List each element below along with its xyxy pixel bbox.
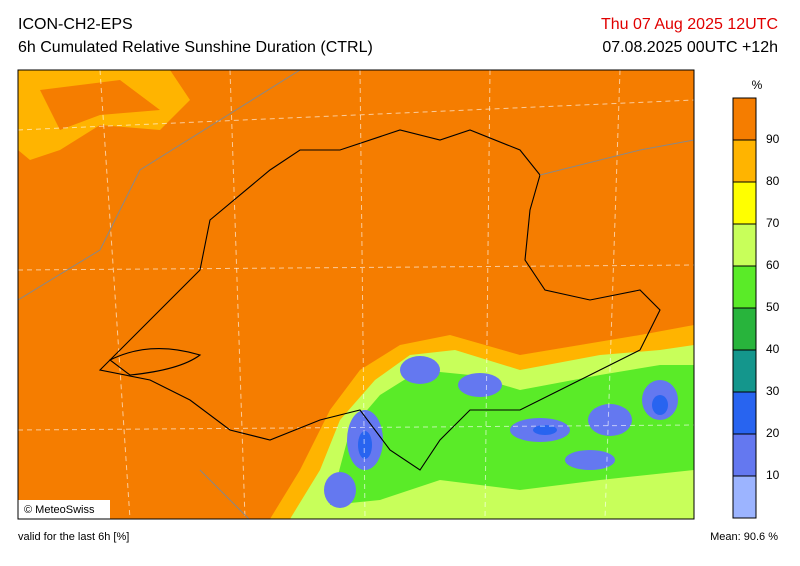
map-frame bbox=[17, 69, 695, 520]
colorbar-bin bbox=[733, 392, 756, 434]
colorbar-tick-label: 70 bbox=[766, 216, 780, 230]
colorbar-bin bbox=[733, 224, 756, 266]
colorbar-tick-label: 20 bbox=[766, 426, 780, 440]
colorbar-bin bbox=[733, 266, 756, 308]
map-field bbox=[40, 80, 160, 130]
map-field-cloud bbox=[330, 365, 694, 505]
colorbar-bin bbox=[733, 476, 756, 518]
colorbar-bin bbox=[733, 350, 756, 392]
colorbar-tick-label: 40 bbox=[766, 342, 780, 356]
colorbar-bin bbox=[733, 434, 756, 476]
credit-box bbox=[18, 500, 110, 519]
title: 6h Cumulated Relative Sunshine Duration … bbox=[18, 39, 373, 56]
run-time: 07.08.2025 00UTC +12h bbox=[602, 39, 778, 56]
colorbar: % 10 20 30 40 50 60 70 80 90 bbox=[732, 78, 780, 519]
colorbar-bin bbox=[733, 182, 756, 224]
admin-border bbox=[18, 70, 694, 519]
colorbar-unit: % bbox=[752, 78, 763, 92]
colorbar-tick-label: 10 bbox=[766, 468, 780, 482]
colorbar-bin bbox=[733, 98, 756, 140]
credit: © MeteoSwiss bbox=[24, 504, 95, 516]
footer-mean: Mean: 90.6 % bbox=[710, 531, 778, 543]
colorbar-bin bbox=[733, 308, 756, 350]
colorbar-bin bbox=[733, 140, 756, 182]
colorbar-tick-label: 60 bbox=[766, 258, 780, 272]
colorbar-tick-label: 50 bbox=[766, 300, 780, 314]
map: © MeteoSwiss bbox=[17, 69, 695, 520]
valid-time: Thu 07 Aug 2025 12UTC bbox=[601, 16, 778, 33]
graticule bbox=[18, 70, 694, 519]
colorbar-tick-label: 80 bbox=[766, 174, 780, 188]
colorbar-tick-label: 30 bbox=[766, 384, 780, 398]
map-field-cloud bbox=[358, 395, 668, 459]
colorbar-tick-label: 90 bbox=[766, 132, 780, 146]
model-name: ICON-CH2-EPS bbox=[18, 16, 133, 33]
country-border bbox=[98, 129, 661, 471]
footer-note: valid for the last 6h [%] bbox=[18, 531, 129, 543]
